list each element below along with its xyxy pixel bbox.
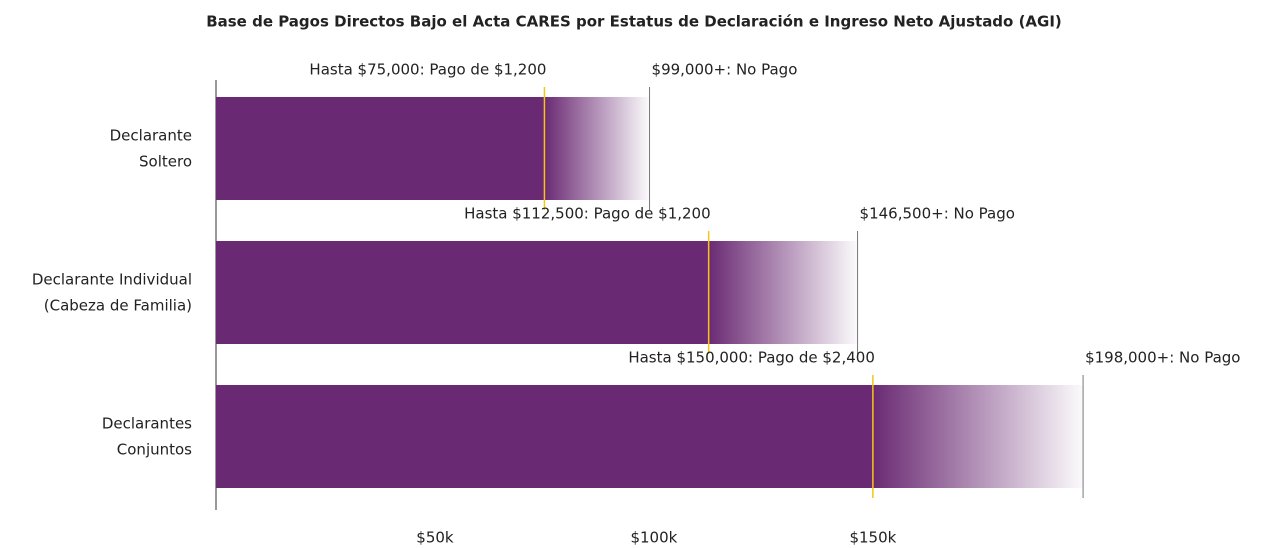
phaseout-label: $99,000+: No Pago bbox=[652, 61, 798, 79]
category-label: Declarantes Conjuntos bbox=[102, 414, 192, 458]
x-tick-label: $50k bbox=[416, 529, 454, 547]
phaseout-label: $146,500+: No Pago bbox=[860, 205, 1015, 223]
category-label-line: Declarante Individual bbox=[32, 270, 192, 288]
x-tick-label: $100k bbox=[630, 529, 677, 547]
category-label-line: (Cabeza de Familia) bbox=[44, 296, 192, 314]
threshold-label: Hasta $112,500: Pago de $1,200 bbox=[464, 205, 711, 223]
bar-full bbox=[216, 385, 873, 488]
x-tick-label: $150k bbox=[849, 529, 896, 547]
bar-phaseout bbox=[708, 241, 858, 344]
phaseout-label: $198,000+: No Pago bbox=[1085, 349, 1240, 367]
category-label: Declarante Individual (Cabeza de Familia) bbox=[32, 270, 192, 314]
bar-phaseout bbox=[872, 385, 1084, 488]
chart-title: Base de Pagos Directos Bajo el Acta CARE… bbox=[206, 13, 1062, 31]
category-label-line: Soltero bbox=[139, 152, 192, 170]
category-label-line: Conjuntos bbox=[117, 440, 192, 458]
category-label: Declarante Soltero bbox=[110, 126, 192, 170]
threshold-label: Hasta $75,000: Pago de $1,200 bbox=[309, 61, 546, 79]
bar-phaseout bbox=[544, 97, 650, 200]
threshold-label: Hasta $150,000: Pago de $2,400 bbox=[628, 349, 875, 367]
category-label-line: Declarantes bbox=[102, 414, 192, 432]
bar-full bbox=[216, 241, 709, 344]
bar-full bbox=[216, 97, 545, 200]
category-label-line: Declarante bbox=[110, 126, 192, 144]
